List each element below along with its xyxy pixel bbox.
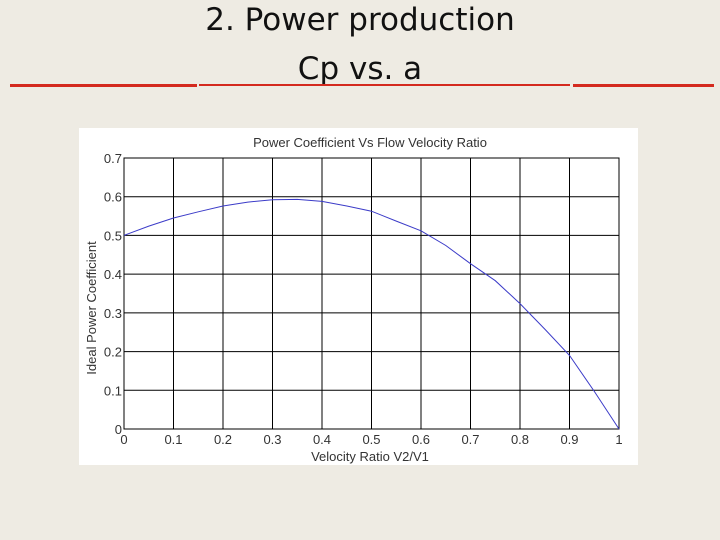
title-rule-middle (199, 84, 570, 86)
grid (123, 157, 620, 430)
chart-panel: Power Coefficient Vs Flow Velocity Ratio… (79, 128, 638, 465)
y-tick-label: 0.6 (104, 190, 122, 205)
title-rule-right (573, 84, 714, 87)
slide-subtitle: Cp vs. a (297, 51, 423, 87)
x-tick-label: 0.8 (511, 432, 529, 447)
y-tick-label: 0 (115, 422, 122, 437)
axis-ticks: 0 0.1 0.2 0.3 0.4 0.5 0.6 0.7 0.8 0.9 1 0 0.1 0.2 0.3 0… (104, 151, 623, 447)
y-tick-label: 0.3 (104, 306, 122, 321)
y-tick-label: 0.1 (104, 383, 122, 398)
y-axis-label: Ideal Power Coefficient (84, 241, 99, 375)
x-tick-label: 0.5 (362, 432, 380, 447)
y-tick-label: 0.7 (104, 151, 122, 166)
x-axis-label: Velocity Ratio V2/V1 (311, 449, 429, 464)
plot-frame (123, 157, 620, 430)
y-tick-label: 0.5 (104, 228, 122, 243)
x-tick-label: 0 (120, 432, 127, 447)
chart: Power Coefficient Vs Flow Velocity Ratio… (84, 135, 623, 464)
title-rule-left (10, 84, 197, 87)
x-tick-label: 0.1 (164, 432, 182, 447)
x-tick-label: 0.4 (313, 432, 331, 447)
y-tick-label: 0.2 (104, 345, 122, 360)
y-tick-label: 0.4 (104, 267, 122, 282)
x-tick-label: 0.9 (560, 432, 578, 447)
x-tick-label: 1 (615, 432, 622, 447)
x-tick-label: 0.6 (412, 432, 430, 447)
slide-title: 2. Power production (205, 2, 515, 38)
x-tick-label: 0.7 (461, 432, 479, 447)
x-tick-label: 0.3 (263, 432, 281, 447)
chart-title: Power Coefficient Vs Flow Velocity Ratio (253, 135, 487, 150)
series-line (123, 198, 620, 430)
x-tick-label: 0.2 (214, 432, 232, 447)
